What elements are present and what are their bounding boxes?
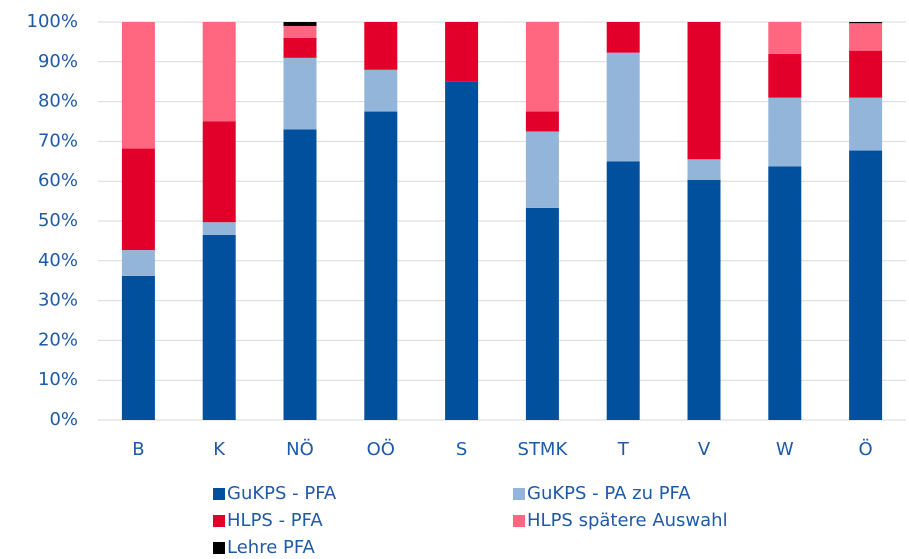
bar-segment: [525, 111, 559, 132]
legend-swatch: [513, 488, 525, 500]
y-tick-label: 70%: [38, 130, 78, 151]
y-tick-label: 100%: [27, 11, 78, 32]
bar-segment: [687, 22, 721, 160]
y-tick-label: 40%: [38, 250, 78, 271]
legend-label: GuKPS - PA zu PFA: [527, 483, 691, 504]
y-tick-label: 90%: [38, 51, 78, 72]
bar-segment: [445, 22, 479, 82]
x-tick-label: Ö: [859, 438, 873, 460]
bar-segment: [445, 81, 479, 420]
bar-segment: [283, 37, 317, 58]
bar-segment: [283, 57, 317, 130]
bar-segment: [202, 222, 236, 235]
bar-segment: [364, 69, 398, 112]
bar-segment: [121, 148, 155, 251]
bar-segment: [606, 22, 640, 53]
bar-segment: [202, 121, 236, 223]
bar-segment: [364, 111, 398, 421]
x-tick-label: K: [213, 439, 226, 460]
bar-segment: [768, 53, 802, 98]
y-tick-label: 50%: [38, 210, 78, 231]
bar-segment: [768, 97, 802, 167]
y-tick-label: 0%: [49, 409, 78, 430]
bar-segment: [202, 22, 236, 122]
legend-label: HLPS spätere Auswahl: [527, 510, 728, 531]
legend-swatch: [213, 488, 225, 500]
y-tick-label: 80%: [38, 91, 78, 112]
bar-segment: [768, 166, 802, 420]
x-tick-label: NÖ: [286, 438, 314, 460]
bar-segment: [364, 22, 398, 70]
bar-segment: [121, 250, 155, 276]
bar-segment: [283, 129, 317, 420]
x-tick-label: OÖ: [367, 438, 395, 460]
bar-segment: [121, 275, 155, 420]
bar-segment: [849, 50, 883, 98]
bar-segment: [606, 161, 640, 421]
legend-label: GuKPS - PFA: [227, 483, 337, 504]
x-tick-label: B: [132, 439, 144, 460]
bar-segment: [849, 22, 883, 24]
bar-segment: [525, 22, 559, 112]
x-tick-label: W: [776, 439, 794, 460]
bar-segment: [687, 180, 721, 420]
bar-segment: [525, 131, 559, 208]
x-tick-label: S: [456, 439, 467, 460]
y-tick-label: 20%: [38, 329, 78, 350]
y-tick-label: 30%: [38, 290, 78, 311]
bar-segment: [525, 207, 559, 420]
legend-swatch: [513, 515, 525, 527]
bar-segment: [687, 159, 721, 181]
legend-swatch: [213, 515, 225, 527]
legend-label: Lehre PFA: [227, 537, 316, 558]
legend-label: HLPS - PFA: [227, 510, 323, 531]
y-tick-label: 60%: [38, 170, 78, 191]
bar-segment: [283, 22, 317, 26]
bar-segment: [849, 23, 883, 51]
bar-segment: [283, 25, 317, 38]
x-tick-label: STMK: [518, 439, 569, 460]
bar-segment: [849, 97, 883, 151]
bar-segment: [606, 52, 640, 162]
bar-segment: [849, 150, 883, 420]
bar-segment: [202, 234, 236, 420]
x-tick-label: V: [698, 439, 711, 460]
y-tick-label: 10%: [38, 369, 78, 390]
bar-segment: [768, 22, 802, 54]
x-tick-label: T: [617, 439, 630, 460]
legend-swatch: [213, 542, 225, 554]
bar-segment: [121, 22, 155, 149]
